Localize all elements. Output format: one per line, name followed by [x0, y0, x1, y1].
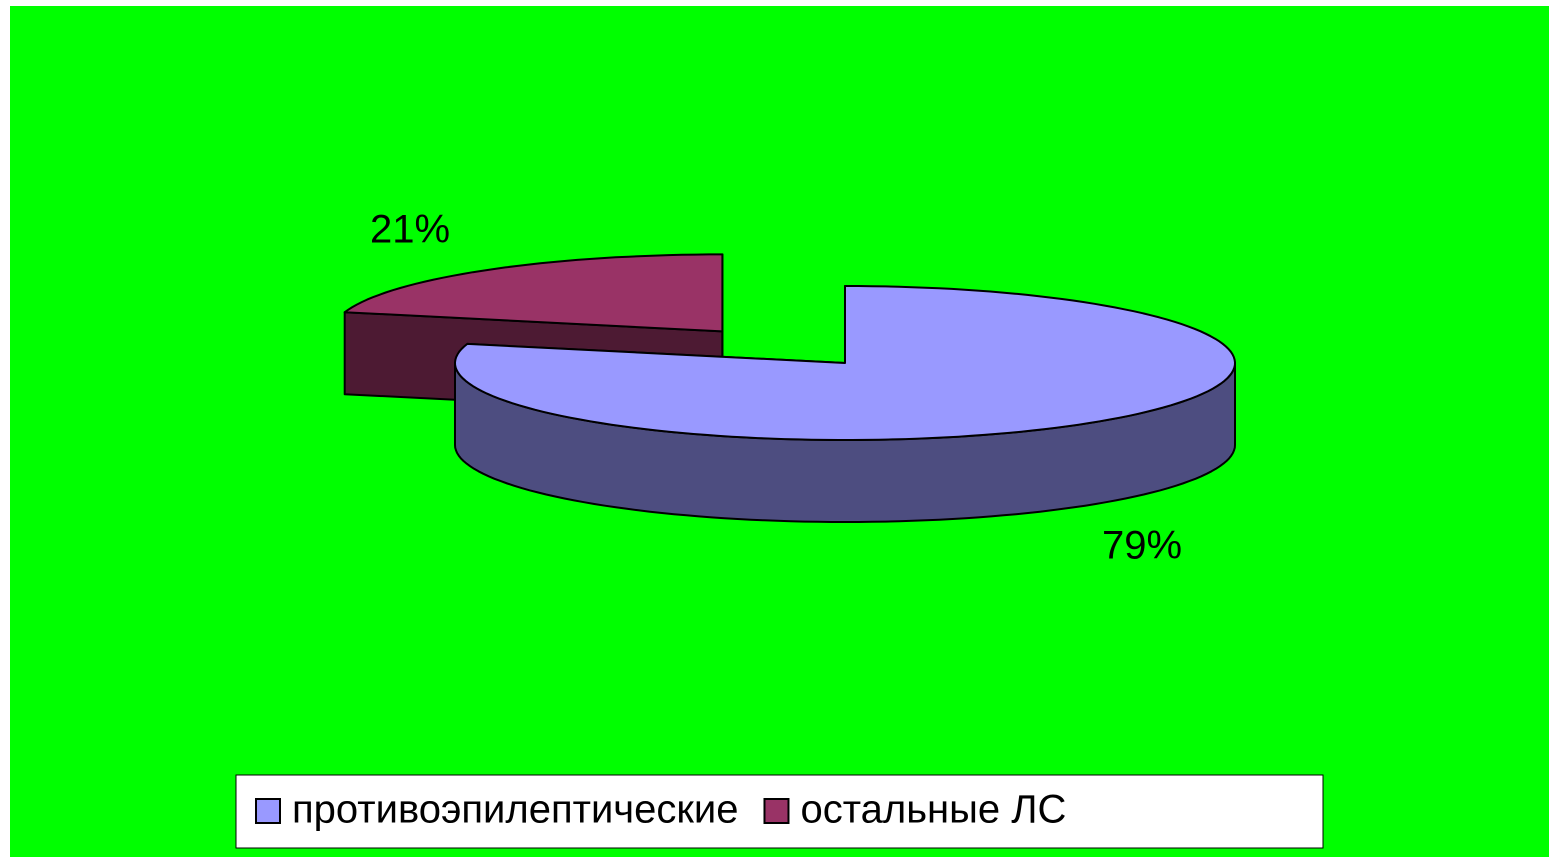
- legend-swatch: [255, 798, 281, 824]
- data-label: 21%: [370, 208, 450, 252]
- legend-swatch: [763, 798, 790, 824]
- legend-label: противоэпилептические: [292, 788, 738, 832]
- data-label: 79%: [1102, 524, 1182, 568]
- legend-label: остальные ЛС: [800, 788, 1066, 832]
- slice-top: [343, 253, 724, 333]
- slice-top: [454, 285, 1236, 441]
